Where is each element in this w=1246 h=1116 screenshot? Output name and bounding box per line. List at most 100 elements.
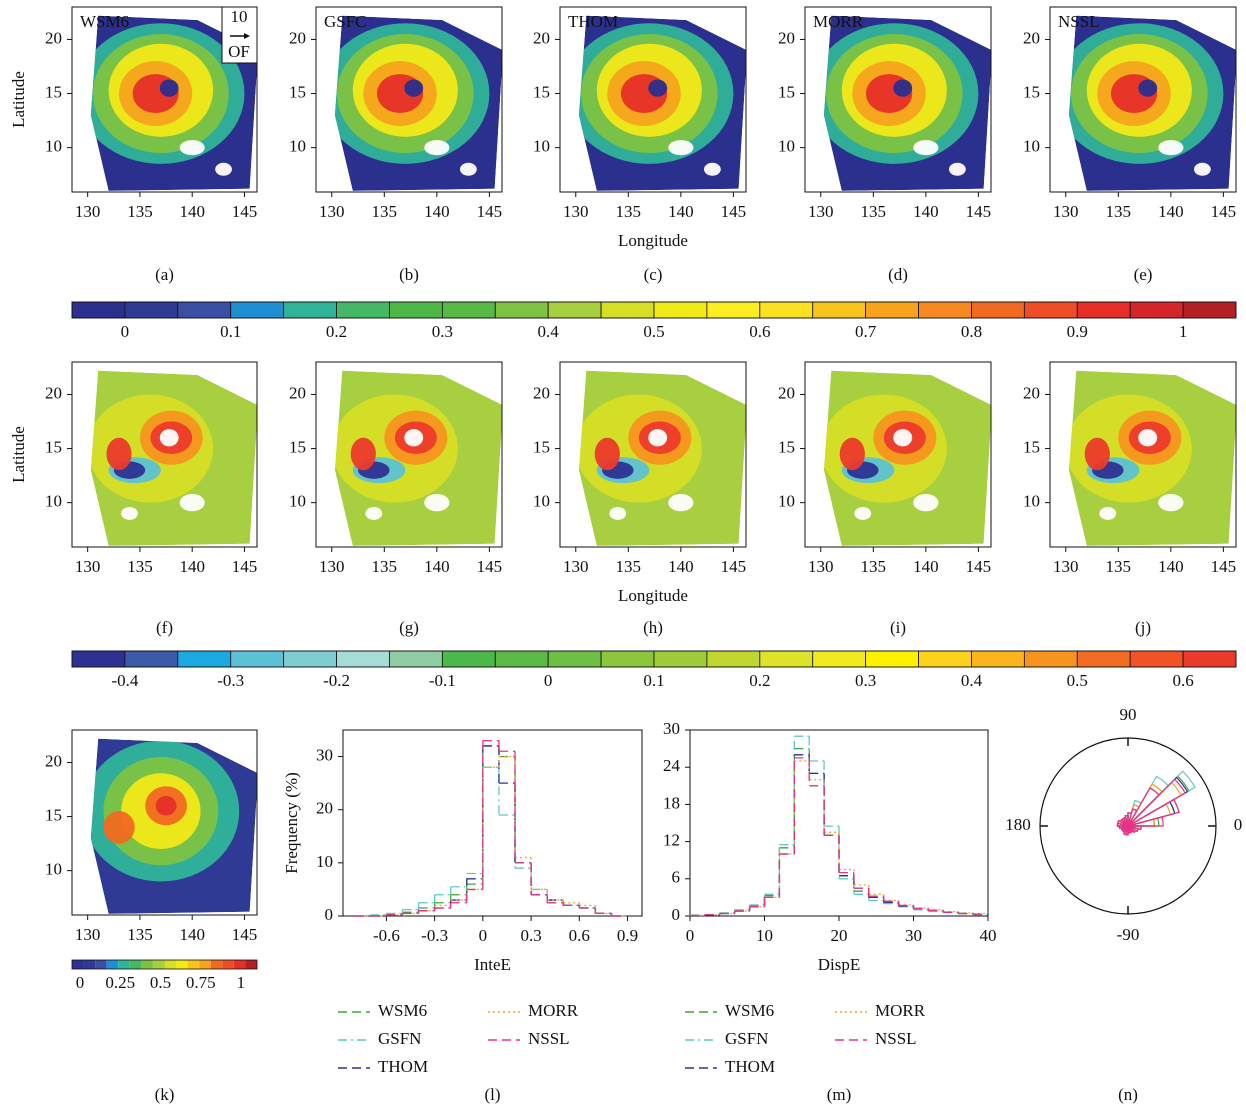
field-contour — [648, 79, 668, 97]
colorbar-cell — [547, 301, 602, 319]
y-tick-label: 20 — [533, 28, 550, 47]
field-contour — [424, 140, 450, 156]
field-contour — [179, 493, 205, 512]
y-tick-label: 20 — [289, 383, 306, 402]
panel-label: (h) — [643, 618, 663, 637]
x-tick-label: 145 — [477, 557, 503, 576]
field-contour — [1138, 429, 1158, 447]
colorbar-cell — [336, 301, 390, 319]
x-tick-label: 130 — [319, 202, 345, 221]
x-tick-label: 0 — [479, 926, 488, 945]
colorbar-tick-label: 1 — [1179, 322, 1188, 341]
field-contour — [893, 79, 913, 97]
y-tick-label: 15 — [289, 82, 306, 101]
y-tick-label: 24 — [663, 756, 681, 775]
colorbar-tick-label: 0.5 — [1067, 671, 1088, 690]
plot-frame — [1049, 361, 1237, 548]
y-tick-label: 30 — [316, 745, 333, 764]
y-tick-label: 20 — [533, 383, 550, 402]
x-tick-label: 140 — [668, 202, 694, 221]
colorbar-cell — [210, 960, 223, 969]
y-tick-label: 10 — [1023, 492, 1040, 511]
colorbar-cell — [72, 960, 84, 969]
x-tick-label: 0 — [686, 926, 695, 945]
x-tick-label: 140 — [668, 557, 694, 576]
rose-petal — [1127, 776, 1189, 827]
colorbar-tick-label: 0.2 — [749, 671, 770, 690]
panel-label: (d) — [888, 265, 908, 284]
colorbar-cell — [177, 301, 232, 319]
y-tick-label: 20 — [778, 28, 795, 47]
colorbar-tick-label: 0.1 — [643, 671, 664, 690]
colorbar-cell — [1129, 301, 1184, 319]
field-contour — [839, 437, 865, 471]
y-tick-label: 15 — [45, 437, 62, 456]
colorbar-tick-label: -0.1 — [429, 671, 456, 690]
field-contour — [913, 140, 939, 156]
x-tick-label: 0.9 — [617, 926, 638, 945]
map-area — [334, 370, 502, 546]
colorbar-cell — [1076, 301, 1131, 319]
panel-label: (f) — [156, 618, 173, 637]
map-field — [334, 370, 502, 546]
panel-label: (n) — [1118, 1085, 1138, 1104]
field-contour — [913, 493, 939, 512]
colorbar-cell — [118, 960, 130, 969]
colorbar-frame — [71, 301, 1237, 319]
field-contour — [404, 79, 424, 97]
colorbar-tick-label: 0.5 — [150, 973, 171, 992]
colorbar-tick-label: 0.2 — [326, 322, 347, 341]
colorbar-cell — [1182, 301, 1237, 319]
colorbar-tick-label: 0.3 — [432, 322, 453, 341]
x-tick-label: 140 — [1158, 557, 1184, 576]
x-tick-label: 145 — [232, 557, 258, 576]
x-tick-label: 140 — [179, 202, 205, 221]
x-tick-label: 10 — [756, 926, 773, 945]
map-area — [90, 370, 257, 546]
x-tick-label: 130 — [75, 925, 101, 944]
x-tick-label: -0.6 — [373, 926, 400, 945]
x-tick-label: 145 — [966, 557, 992, 576]
field-contour — [703, 162, 721, 176]
rose-petal — [1127, 808, 1138, 827]
colorbar-tick-label: 0.9 — [1067, 322, 1088, 341]
colorbar-cell — [389, 301, 443, 319]
y-tick-label: 15 — [533, 437, 550, 456]
field-contour — [459, 162, 477, 176]
colorbar-tick-label: 0.4 — [961, 671, 983, 690]
y-tick-label: 12 — [663, 831, 680, 850]
y-tick-label: 15 — [45, 82, 62, 101]
map-area — [823, 15, 991, 191]
y-tick-label: 10 — [778, 492, 795, 511]
colorbar-cell — [176, 960, 188, 969]
plot-frame — [804, 361, 992, 548]
colorbar-cell — [865, 301, 919, 319]
y-tick-label: 0 — [672, 905, 681, 924]
x-tick-label: 140 — [179, 557, 205, 576]
colorbar-cell — [494, 650, 549, 668]
colorbar-tick-label: 0.75 — [186, 973, 216, 992]
x-tick-label: 130 — [1053, 557, 1079, 576]
colorbar-tick-label: 0.6 — [1172, 671, 1193, 690]
plot-frame — [1049, 6, 1237, 193]
colorbar-tick-label: -0.3 — [217, 671, 244, 690]
colorbar-cell — [283, 301, 337, 319]
colorbar-cell — [600, 301, 655, 319]
x-tick-label: 140 — [913, 202, 939, 221]
model-name: MORR — [813, 12, 864, 31]
y-tick-label: 18 — [663, 793, 680, 812]
y-tick-label: 20 — [1023, 28, 1040, 47]
x-tick-label: 135 — [372, 202, 398, 221]
colorbar-tick-label: 0.25 — [105, 973, 135, 992]
y-tick-label: 20 — [1023, 383, 1040, 402]
model-name: NSSL — [1058, 12, 1100, 31]
colorbar-tick-label: 0.7 — [855, 322, 877, 341]
field-contour — [668, 140, 694, 156]
map-field — [578, 15, 746, 191]
x-tick-label: 140 — [424, 557, 450, 576]
field-contour — [668, 493, 694, 512]
x-tick-label: 20 — [831, 926, 848, 945]
y-tick-label: 20 — [778, 383, 795, 402]
plot-frame — [342, 729, 643, 917]
y-tick-label: 30 — [663, 719, 680, 738]
